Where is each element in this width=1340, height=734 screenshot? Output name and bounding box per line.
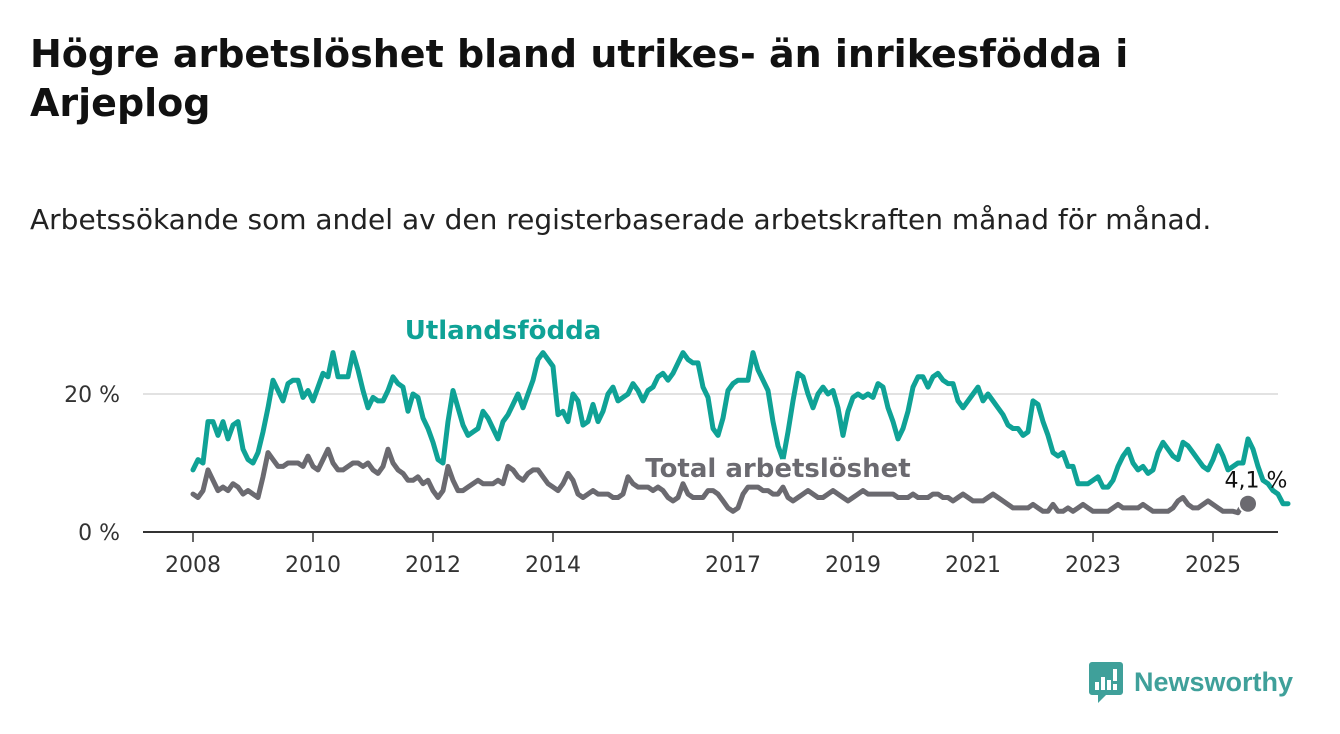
y-tick-label: 20 % [64, 383, 120, 408]
x-tick-label: 2019 [825, 553, 881, 578]
x-tick-label: 2021 [945, 553, 1001, 578]
series-label-total: Total arbetslöshet [645, 454, 910, 484]
end-point-marker [1238, 493, 1258, 514]
x-tick-label: 2025 [1185, 553, 1241, 578]
brand-name: Newsworthy [1134, 666, 1294, 697]
newsworthy-logo-icon [1089, 662, 1123, 703]
chart-title: Högre arbetslöshet bland utrikes- än inr… [30, 32, 1129, 126]
y-tick-label: 0 % [78, 521, 120, 546]
x-tick-label: 2012 [405, 553, 461, 578]
end-value-label: 4,1 % [1225, 469, 1288, 494]
line-chart: 0 % 20 % 4,1 % Utlandsfödda Total arbetslö… [64, 312, 1291, 578]
series-line-utlandsfodda [190, 350, 1291, 507]
x-axis: 2008 2010 2012 2014 2017 2019 2021 2023 2025 [143, 531, 1278, 578]
newsworthy-logo: Newsworthy [1088, 660, 1293, 704]
series-label-utlandsfodda: Utlandsfödda [405, 316, 602, 346]
x-tick-label: 2014 [525, 553, 581, 578]
series-lines: 4,1 % [190, 350, 1291, 516]
gridlines: 0 % 20 % [64, 383, 1278, 546]
x-tick-label: 2010 [285, 553, 341, 578]
series-labels: Utlandsfödda Total arbetslöshet [401, 312, 914, 487]
x-tick-label: 2017 [705, 553, 761, 578]
chart-subtitle: Arbetssökande som andel av den registerb… [30, 203, 1212, 236]
x-tick-label: 2023 [1065, 553, 1121, 578]
series-line-total [190, 446, 1251, 516]
x-tick-label: 2008 [165, 553, 221, 578]
